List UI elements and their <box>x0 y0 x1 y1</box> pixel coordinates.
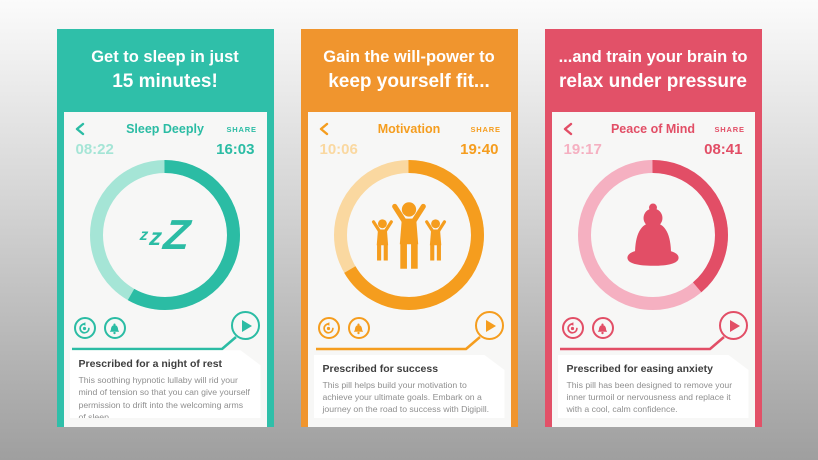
play-button[interactable] <box>718 311 748 340</box>
time-elapsed: 08:22 <box>75 141 114 158</box>
panel-peace-of-mind: ...and train your brain to relax under p… <box>544 29 762 427</box>
playback-controls <box>64 310 267 351</box>
alarm-bell-icon <box>109 323 120 334</box>
play-icon <box>485 319 496 332</box>
alarm-button[interactable] <box>591 317 614 339</box>
progress-ring <box>578 160 728 310</box>
headline: ...and train your brain to relax under p… <box>545 29 762 112</box>
prescription-body: This soothing hypnotic lullaby will rid … <box>78 375 250 422</box>
prescription-body: This pill helps build your motivation to… <box>322 379 490 415</box>
share-button[interactable]: SHARE <box>226 124 257 134</box>
progress-ring-zone <box>552 160 755 310</box>
time-remaining: 19:40 <box>460 141 499 158</box>
time-elapsed: 19:17 <box>563 141 602 158</box>
headline-line2: 15 minutes! <box>112 70 218 92</box>
play-connector-line <box>315 336 481 351</box>
progress-ring-zone <box>308 160 511 310</box>
headline-line1: ...and train your brain to <box>558 48 748 66</box>
headline: Get to sleep in just 15 minutes! <box>57 29 274 112</box>
progress-ring <box>90 160 240 310</box>
restart-icon <box>79 321 90 334</box>
nav-bar: Peace of Mind SHARE <box>552 112 755 136</box>
restart-icon <box>567 321 578 334</box>
timer-row: 19:17 08:41 <box>552 136 755 158</box>
back-button[interactable] <box>562 122 592 136</box>
play-connector-line <box>559 336 725 351</box>
prescription-title: Prescribed for easing anxiety <box>566 362 713 375</box>
timer-row: 08:22 16:03 <box>64 136 267 158</box>
play-icon <box>729 319 740 332</box>
screen-title: Motivation <box>377 122 441 136</box>
back-chevron-icon <box>75 122 84 136</box>
prescription-card: Prescribed for a night of rest This soot… <box>70 350 261 418</box>
screen-title: Sleep Deeply <box>126 122 204 136</box>
play-button[interactable] <box>230 311 260 340</box>
time-remaining: 16:03 <box>216 141 255 158</box>
restart-icon <box>323 321 334 334</box>
prescription-title: Prescribed for a night of rest <box>78 358 223 371</box>
alarm-bell-icon <box>597 323 608 334</box>
headline-line2: keep yourself fit... <box>328 70 490 92</box>
headline-line1: Gain the will-power to <box>323 48 495 66</box>
panel-sleep-deeply: Get to sleep in just 15 minutes! Sleep D… <box>56 29 274 427</box>
prescription-body: This pill has been designed to remove yo… <box>566 379 733 415</box>
back-button[interactable] <box>74 122 104 136</box>
back-chevron-icon <box>563 122 572 136</box>
people-cheering-icon <box>308 160 511 310</box>
restart-button[interactable] <box>561 317 584 339</box>
headline-line1: Get to sleep in just <box>91 48 239 66</box>
playback-controls <box>308 310 511 353</box>
time-remaining: 08:41 <box>704 141 743 158</box>
prescription-card: Prescribed for easing anxiety This pill … <box>558 355 749 418</box>
app-screen-card: Peace of Mind SHARE 19:17 08:41 <box>551 112 755 427</box>
restart-button[interactable] <box>73 317 96 339</box>
play-icon <box>241 319 252 332</box>
prescription-title: Prescribed for success <box>322 362 439 375</box>
screenshot-strip: Get to sleep in just 15 minutes! Sleep D… <box>56 29 762 427</box>
share-button[interactable]: SHARE <box>714 124 745 134</box>
alarm-bell-icon <box>353 323 364 334</box>
alarm-button[interactable] <box>103 317 126 339</box>
nav-bar: Sleep Deeply SHARE <box>64 112 267 136</box>
back-button[interactable] <box>318 122 348 136</box>
back-chevron-icon <box>319 122 328 136</box>
timer-row: 10:06 19:40 <box>308 136 511 158</box>
nav-bar: Motivation SHARE <box>308 112 511 136</box>
progress-ring <box>334 160 484 310</box>
time-elapsed: 10:06 <box>319 141 358 158</box>
alarm-button[interactable] <box>347 317 370 339</box>
restart-button[interactable] <box>317 317 340 339</box>
headline: Gain the will-power to keep yourself fit… <box>301 29 518 112</box>
screen-title: Peace of Mind <box>610 122 696 136</box>
share-button[interactable]: SHARE <box>470 124 501 134</box>
prescription-card: Prescribed for success This pill helps b… <box>314 355 505 418</box>
app-screen-card: Motivation SHARE 10:06 19:40 <box>307 112 511 427</box>
play-connector-line <box>71 336 237 351</box>
panel-motivation: Gain the will-power to keep yourself fit… <box>300 29 518 427</box>
headline-line2: relax under pressure <box>559 70 747 92</box>
meditating-buddha-icon <box>552 160 755 310</box>
playback-controls <box>552 310 755 353</box>
play-button[interactable] <box>474 311 504 340</box>
